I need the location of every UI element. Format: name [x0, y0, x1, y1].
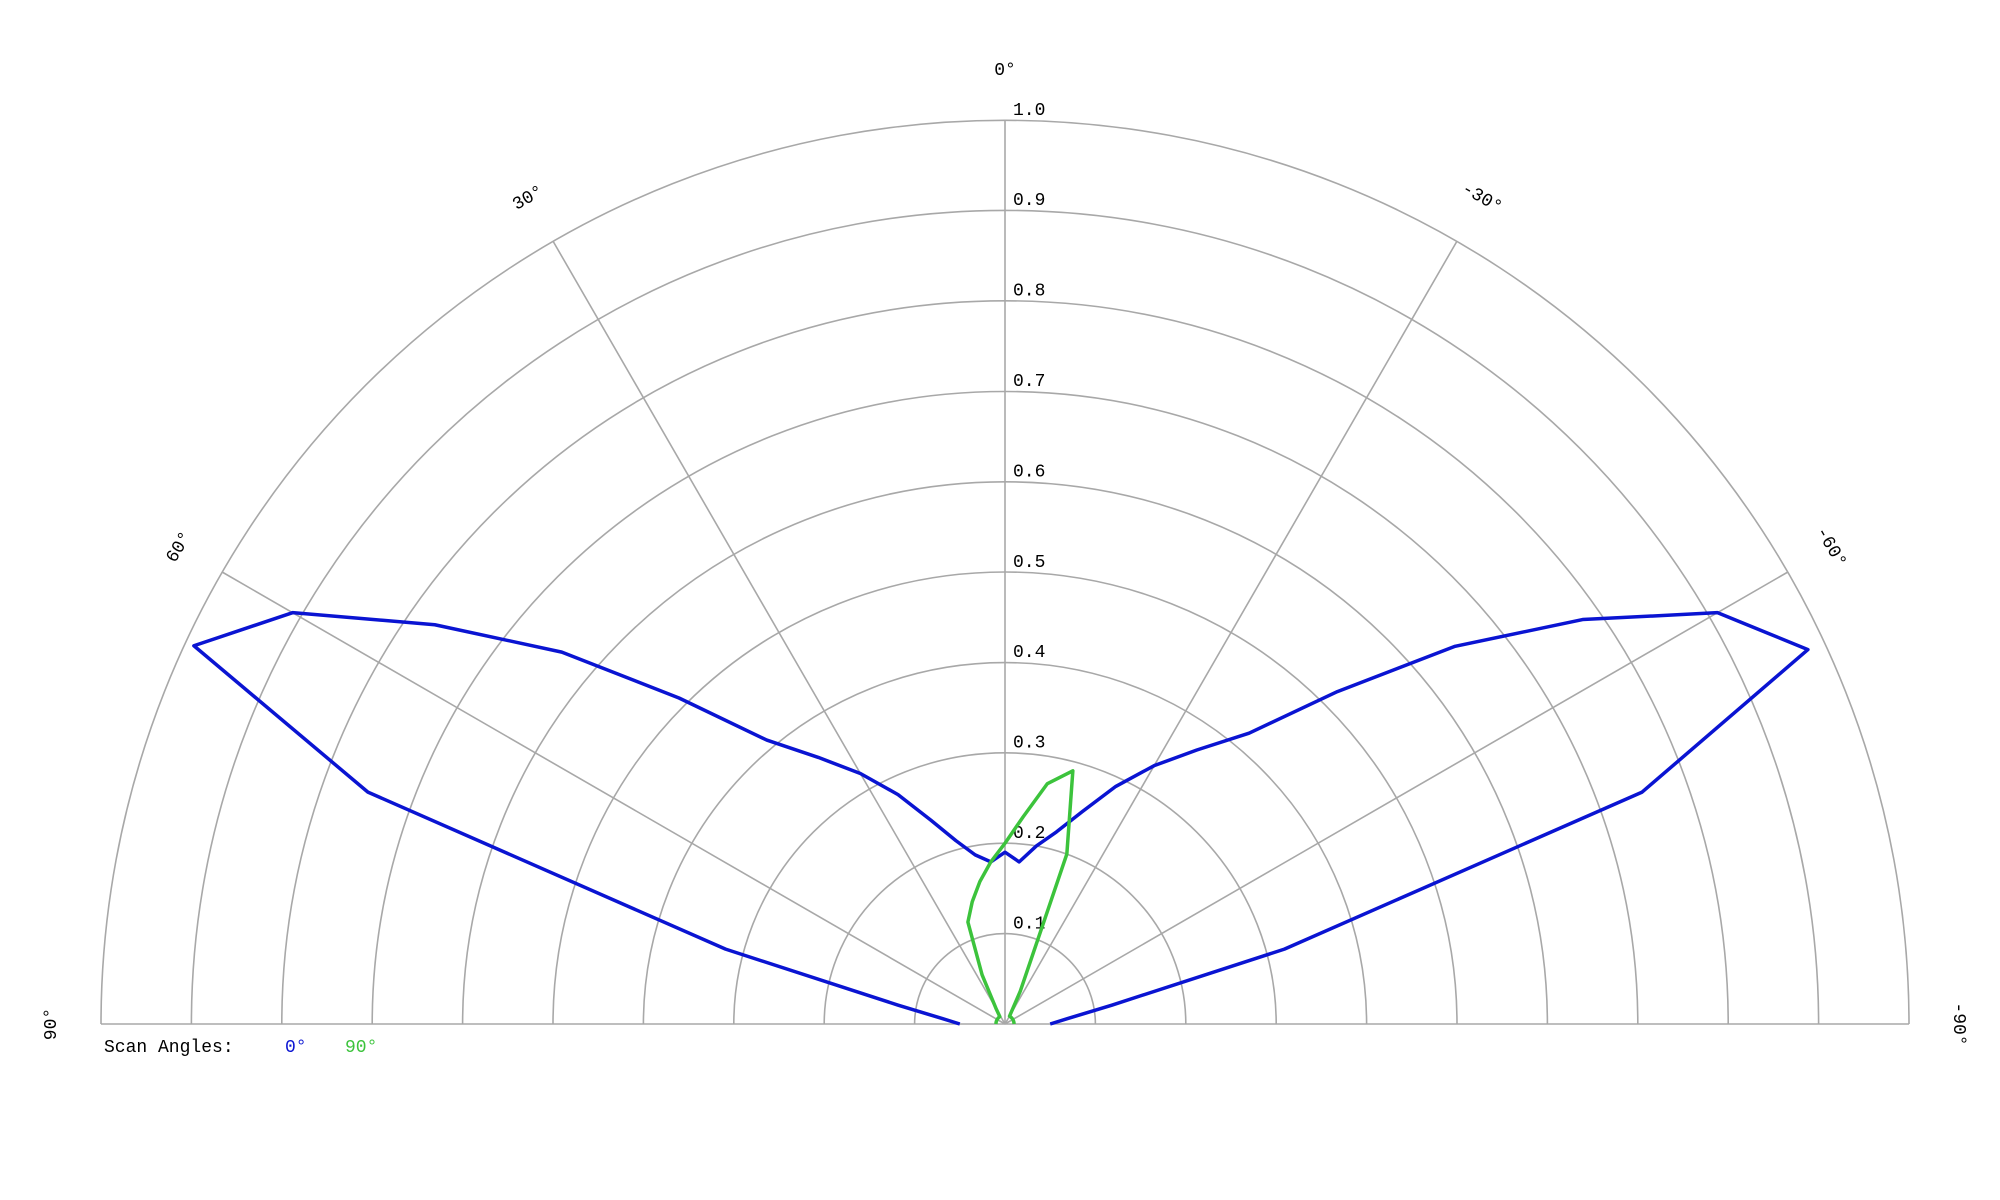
legend-title: Scan Angles:	[104, 1038, 234, 1058]
theta-tick-label: 90°	[42, 1008, 62, 1040]
r-tick-label: 0.8	[1013, 282, 1045, 302]
theta-tick-label: -30°	[1458, 179, 1505, 218]
r-tick-label: 0.6	[1013, 462, 1045, 482]
grid-spoke	[552, 240, 1006, 1025]
theta-tick-label: 30°	[509, 182, 547, 216]
r-tick-label: 1.0	[1013, 101, 1045, 121]
r-tick-label: 0.1	[1013, 914, 1045, 934]
series-line	[966, 769, 1075, 1025]
r-tick-label: 0.2	[1013, 824, 1045, 844]
grid-spoke	[1004, 240, 1458, 1025]
theta-tick-label: 60°	[163, 528, 197, 566]
theta-tick-label: -90°	[1948, 1002, 1968, 1045]
grid-spoke	[221, 571, 1006, 1025]
series-line	[192, 610, 1810, 1026]
legend-entry: 90°	[345, 1038, 377, 1058]
r-tick-label: 0.9	[1013, 191, 1045, 211]
r-tick-label: 0.5	[1013, 553, 1045, 573]
legend-entry: 0°	[285, 1038, 307, 1058]
r-tick-label: 0.7	[1013, 372, 1045, 392]
theta-tick-label: 0°	[994, 61, 1016, 81]
grid-spoke	[1004, 571, 1789, 1025]
r-tick-label: 0.4	[1013, 643, 1045, 663]
theta-tick-label: -60°	[1811, 524, 1850, 571]
r-tick-label: 0.3	[1013, 734, 1045, 754]
